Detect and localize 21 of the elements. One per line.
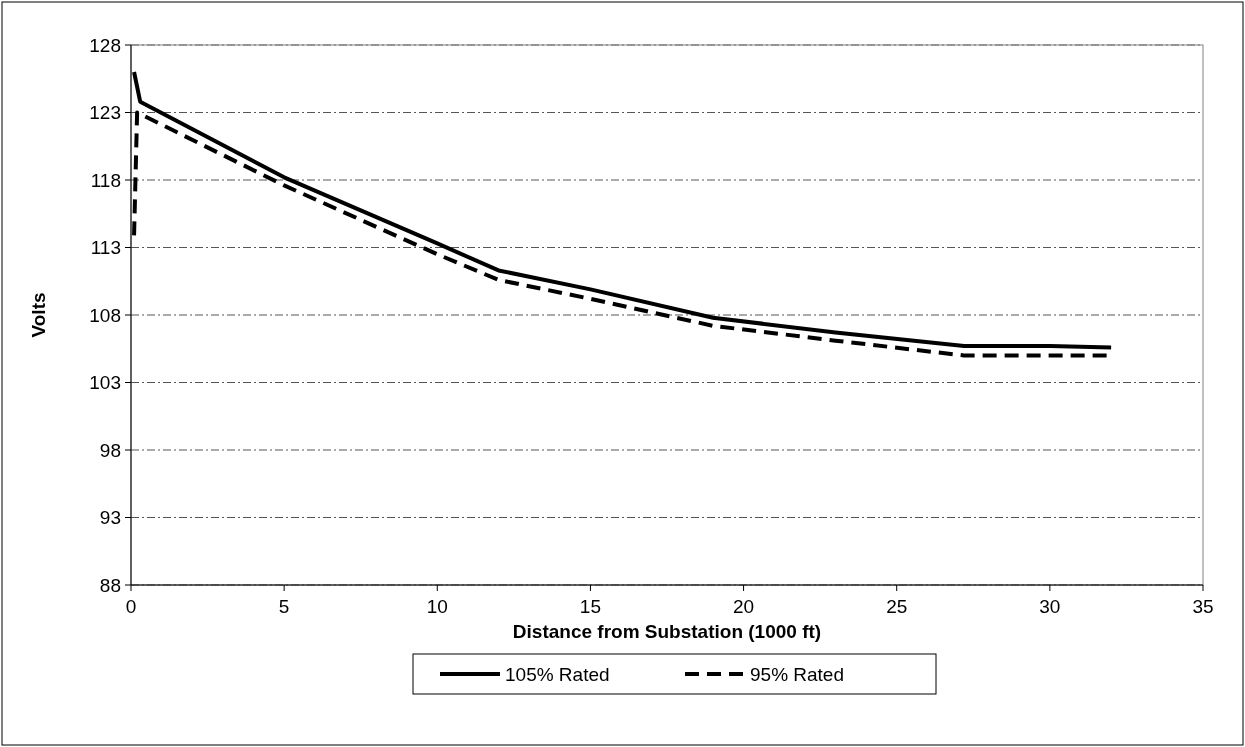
- y-tick-label: 88: [99, 574, 121, 596]
- x-tick-label: 35: [1192, 596, 1214, 617]
- y-tick-label: 103: [89, 372, 121, 394]
- y-tick-label: 123: [89, 102, 121, 124]
- x-axis-title: Distance from Substation (1000 ft): [512, 621, 822, 642]
- y-tick-label: 93: [99, 507, 121, 529]
- x-tick-label: 15: [579, 596, 601, 617]
- legend-label: 105% Rated: [505, 663, 610, 685]
- legend-label: 95% Rated: [750, 663, 845, 685]
- x-tick-label: 0: [125, 596, 137, 617]
- x-tick-label: 20: [733, 596, 755, 617]
- x-tick-label: 10: [426, 596, 448, 617]
- y-tick-label: 113: [90, 237, 121, 259]
- y-axis-title: Volts: [28, 292, 49, 338]
- x-tick-label: 25: [886, 596, 908, 617]
- x-tick-label: 30: [1039, 596, 1061, 617]
- x-tick-label: 5: [278, 596, 290, 617]
- y-tick-label: 108: [89, 304, 121, 326]
- y-tick-label: 128: [89, 34, 121, 56]
- y-tick-label: 98: [99, 439, 121, 461]
- y-tick-label: 118: [90, 169, 121, 191]
